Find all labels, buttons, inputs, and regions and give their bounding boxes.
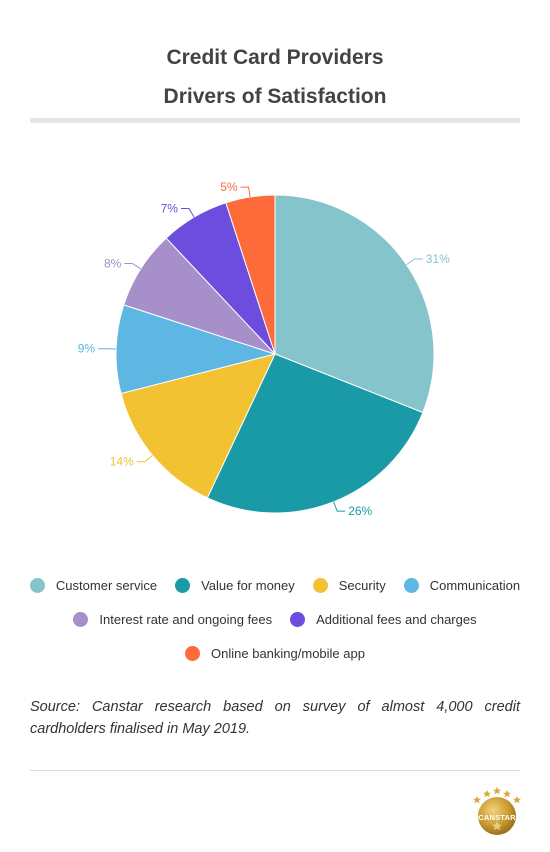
legend-item-customer-service[interactable]: Customer service xyxy=(29,578,158,593)
legend-swatch xyxy=(185,646,201,661)
pie-slices xyxy=(115,194,435,514)
legend-swatch xyxy=(73,612,89,627)
source-note: Source: Canstar research based on survey… xyxy=(30,699,520,737)
pie-leader-line-value-for-money xyxy=(333,501,346,512)
legend-swatch xyxy=(403,578,419,593)
pie-leader-line-security xyxy=(136,454,153,463)
footer-divider xyxy=(30,770,520,771)
legend-label: Customer service xyxy=(55,578,158,593)
pie-slice-communication[interactable] xyxy=(115,304,277,395)
legend-label: Communication xyxy=(429,578,521,593)
legend-item-online-banking[interactable]: Online banking/mobile app xyxy=(185,646,365,661)
chart-title-block: Credit Card Providers Drivers of Satisfa… xyxy=(0,38,550,116)
pie-slice-security[interactable] xyxy=(120,353,276,499)
pie-data-label-customer-service: 31% xyxy=(426,252,450,266)
legend-label: Additional fees and charges xyxy=(316,612,477,627)
legend-swatch xyxy=(290,612,306,627)
title-divider xyxy=(30,118,520,123)
chart-subtitle: Drivers of Satisfaction xyxy=(163,85,387,108)
legend-row-2: Interest rate and ongoing fees Additiona… xyxy=(0,612,550,627)
legend-item-communication[interactable]: Communication xyxy=(403,578,521,593)
pie-data-label-communication: 9% xyxy=(78,342,96,356)
pie-slice-online-banking-mobile-app[interactable] xyxy=(225,194,276,355)
logo-text: CANSTAR xyxy=(478,813,516,822)
legend-row-3: Online banking/mobile app xyxy=(0,646,550,661)
pie-leader-line-additional-fees-and-charges xyxy=(180,208,195,218)
pie-leader-line-customer-service xyxy=(406,258,423,266)
legend-item-additional-fees[interactable]: Additional fees and charges xyxy=(290,612,477,627)
pie-data-label-online-banking-mobile-app: 5% xyxy=(220,180,238,194)
legend-label: Interest rate and ongoing fees xyxy=(99,612,273,627)
legend-swatch xyxy=(312,578,328,593)
pie-data-label-interest-rate-and-ongoing-fees: 8% xyxy=(104,256,122,270)
canstar-stars-logo-icon xyxy=(473,787,521,835)
pie-slice-customer-service[interactable] xyxy=(274,194,435,414)
pie-chart: 31% 26% 14% 9% 8% 7% 5% xyxy=(78,180,450,518)
pie-data-label-value-for-money: 26% xyxy=(348,504,372,518)
chart-title: Credit Card Providers xyxy=(166,46,384,69)
legend-item-interest-rate[interactable]: Interest rate and ongoing fees xyxy=(73,612,272,627)
pie-leader-line-interest-rate-and-ongoing-fees xyxy=(124,262,142,270)
pie-slice-value-for-money[interactable] xyxy=(206,353,424,514)
pie-data-label-additional-fees-and-charges: 7% xyxy=(161,202,179,216)
legend-row-1: Customer service Value for money Securit… xyxy=(0,578,550,593)
legend-label: Value for money xyxy=(201,578,295,593)
pie-data-labels: 31% 26% 14% 9% 8% 7% 5% xyxy=(78,180,450,518)
canstar-logo: CANSTAR xyxy=(472,786,522,838)
legend-item-value-for-money[interactable]: Value for money xyxy=(175,578,295,593)
legend-swatch xyxy=(29,578,45,593)
legend-item-security[interactable]: Security xyxy=(312,578,386,593)
pie-leader-line-online-banking-mobile-app xyxy=(240,186,251,198)
pie-data-label-security: 14% xyxy=(110,455,134,469)
legend-label: Online banking/mobile app xyxy=(211,646,365,661)
legend-label: Security xyxy=(338,578,386,593)
legend-swatch xyxy=(175,578,191,593)
